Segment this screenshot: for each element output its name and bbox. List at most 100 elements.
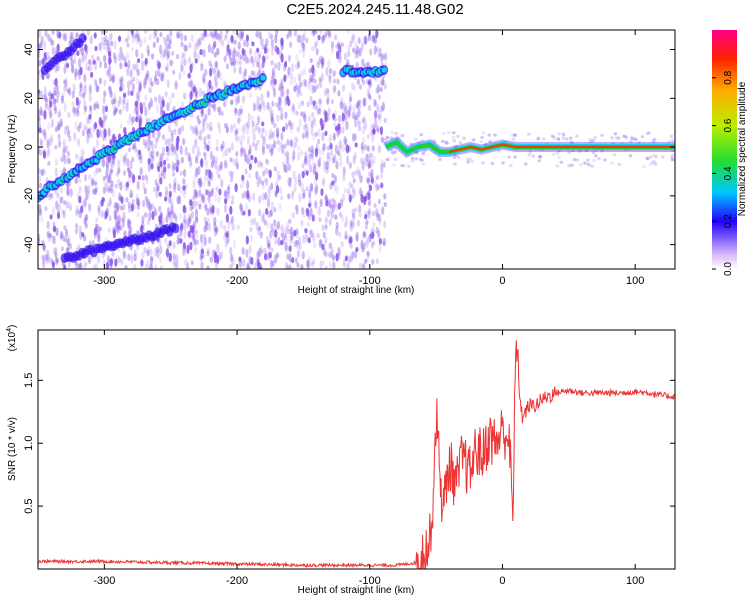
noise-speckle bbox=[367, 199, 372, 207]
noise-speckle bbox=[537, 159, 541, 163]
noise-speckle bbox=[312, 132, 316, 141]
noise-speckle bbox=[166, 52, 170, 62]
noise-speckle bbox=[342, 259, 346, 268]
noise-speckle bbox=[591, 151, 596, 155]
noise-speckle bbox=[212, 102, 217, 113]
noise-speckle bbox=[168, 39, 172, 50]
noise-speckle bbox=[295, 209, 299, 215]
noise-speckle bbox=[127, 88, 131, 96]
noise-speckle bbox=[270, 80, 274, 91]
noise-speckle bbox=[139, 226, 143, 233]
noise-speckle bbox=[193, 188, 197, 197]
noise-speckle bbox=[156, 246, 160, 254]
noise-speckle bbox=[215, 226, 219, 234]
noise-speckle bbox=[194, 58, 198, 64]
noise-speckle bbox=[361, 58, 365, 66]
noise-speckle bbox=[110, 179, 114, 188]
noise-speckle bbox=[206, 134, 210, 140]
noise-speckle bbox=[97, 204, 101, 212]
noise-speckle bbox=[252, 217, 257, 225]
x-tick-label: 0 bbox=[499, 575, 505, 587]
noise-speckle bbox=[513, 155, 517, 159]
noise-speckle bbox=[179, 224, 183, 233]
noise-speckle bbox=[116, 178, 121, 187]
noise-speckle bbox=[160, 73, 164, 82]
noise-speckle bbox=[265, 178, 269, 186]
noise-speckle bbox=[241, 96, 246, 105]
snr-series-line bbox=[38, 340, 675, 569]
noise-speckle bbox=[62, 139, 66, 149]
noise-speckle bbox=[229, 253, 234, 263]
noise-speckle bbox=[371, 231, 375, 240]
noise-speckle bbox=[194, 206, 198, 214]
noise-speckle bbox=[344, 114, 348, 120]
noise-speckle bbox=[331, 180, 335, 186]
noise-speckle bbox=[569, 139, 574, 144]
noise-speckle bbox=[270, 247, 274, 253]
noise-speckle bbox=[98, 226, 102, 232]
noise-speckle bbox=[280, 132, 284, 141]
noise-speckle bbox=[219, 161, 223, 170]
noise-speckle bbox=[52, 221, 56, 227]
noise-speckle bbox=[244, 153, 248, 163]
noise-speckle bbox=[238, 256, 242, 263]
noise-speckle bbox=[378, 79, 382, 87]
noise-speckle bbox=[270, 60, 274, 66]
noise-speckle bbox=[281, 144, 285, 155]
noise-speckle bbox=[176, 238, 180, 245]
noise-speckle bbox=[198, 179, 202, 189]
noise-speckle bbox=[313, 119, 317, 127]
noise-speckle bbox=[94, 223, 98, 233]
noise-speckle bbox=[218, 164, 222, 172]
noise-speckle bbox=[143, 81, 147, 89]
noise-speckle bbox=[269, 206, 273, 212]
noise-speckle bbox=[229, 246, 233, 255]
noise-speckle bbox=[324, 216, 329, 223]
x-tick-label: -100 bbox=[359, 575, 381, 587]
noise-speckle bbox=[358, 47, 362, 57]
noise-speckle bbox=[191, 144, 195, 155]
noise-speckle bbox=[200, 193, 204, 202]
noise-speckle bbox=[176, 31, 180, 39]
noise-speckle bbox=[300, 219, 304, 227]
noise-speckle bbox=[295, 204, 299, 211]
noise-speckle bbox=[44, 253, 48, 262]
noise-speckle bbox=[379, 53, 384, 63]
noise-speckle bbox=[237, 108, 241, 117]
noise-speckle bbox=[245, 263, 250, 269]
noise-speckle bbox=[84, 49, 89, 58]
noise-speckle bbox=[219, 71, 223, 81]
noise-speckle bbox=[142, 199, 146, 208]
noise-speckle bbox=[339, 158, 343, 168]
noise-speckle bbox=[176, 160, 180, 166]
noise-speckle bbox=[378, 237, 382, 245]
noise-speckle bbox=[374, 125, 378, 132]
noise-speckle bbox=[142, 138, 146, 146]
noise-speckle bbox=[144, 195, 148, 202]
noise-speckle bbox=[239, 147, 244, 158]
noise-speckle bbox=[313, 78, 317, 84]
noise-speckle bbox=[125, 180, 129, 191]
noise-speckle bbox=[575, 134, 579, 138]
noise-speckle bbox=[423, 149, 428, 153]
noise-speckle bbox=[670, 158, 675, 162]
noise-speckle bbox=[74, 31, 79, 41]
noise-speckle bbox=[358, 262, 363, 269]
noise-speckle bbox=[322, 247, 327, 257]
noise-speckle bbox=[82, 91, 86, 97]
noise-speckle bbox=[383, 53, 387, 61]
noise-speckle bbox=[366, 237, 370, 245]
noise-speckle bbox=[274, 224, 278, 232]
noise-speckle bbox=[366, 133, 370, 140]
noise-speckle bbox=[110, 98, 115, 105]
noise-speckle bbox=[302, 111, 306, 119]
noise-speckle bbox=[200, 194, 205, 201]
noise-speckle bbox=[102, 186, 107, 195]
noise-speckle bbox=[97, 254, 101, 264]
noise-speckle bbox=[108, 185, 112, 192]
noise-speckle bbox=[120, 75, 124, 83]
noise-speckle bbox=[176, 159, 180, 167]
noise-speckle bbox=[255, 257, 259, 263]
noise-speckle bbox=[113, 40, 117, 51]
noise-speckle bbox=[481, 161, 485, 165]
